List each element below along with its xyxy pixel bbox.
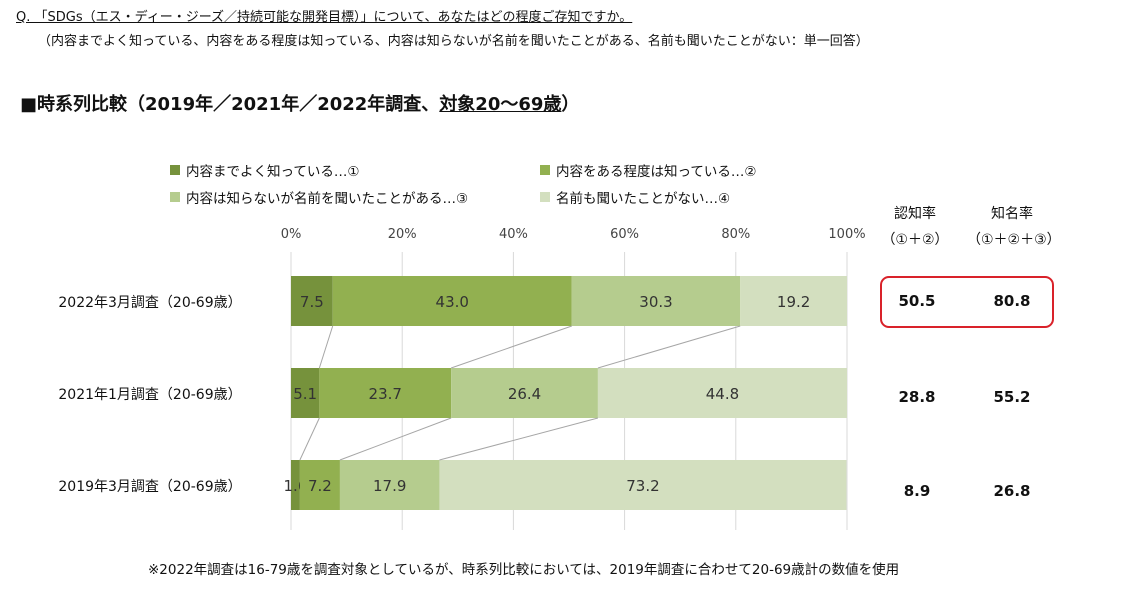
- connector-row1-seg3: [597, 325, 741, 369]
- x-tick-label-2: 40%: [499, 227, 528, 242]
- connector-row2-seg1: [299, 417, 320, 461]
- bar-label-row1-series4: 19.2: [777, 293, 810, 311]
- bar-row3-series2: [299, 460, 340, 510]
- bar-row1-series3: [571, 276, 741, 326]
- bar-label-row3-series4: 73.2: [626, 477, 659, 495]
- bar-row1-series4: [740, 276, 847, 326]
- highlight-box-2022: [880, 276, 1054, 328]
- legend-swatch-4: [540, 192, 550, 202]
- row-label-2022: 2022年3月調査（20-69歳）: [58, 295, 242, 311]
- x-tick-label-4: 80%: [721, 227, 750, 242]
- x-tick-label-0: 0%: [281, 227, 302, 242]
- bar-label-row1-series3: 30.3: [639, 293, 672, 311]
- bar-row1-series1: [291, 276, 333, 326]
- legend-label-2: 内容をある程度は知っている…②: [556, 164, 757, 180]
- bar-label-row2-series2: 23.7: [369, 385, 402, 403]
- name-recognition-label: 知名率: [991, 206, 1033, 222]
- legend-swatch-3: [170, 192, 180, 202]
- bar-row3-series1: [291, 460, 300, 510]
- legend-swatch-2: [540, 165, 550, 175]
- section-title-suffix: ）: [561, 94, 580, 115]
- awareness-formula: （①＋②）: [881, 232, 949, 248]
- bar-row2-series3: [451, 368, 598, 418]
- awareness-2022: 50.5: [898, 292, 936, 310]
- bar-label-row1-series1: 7.5: [300, 293, 324, 311]
- awareness-2019: 8.9: [903, 482, 931, 500]
- bar-row2-series4: [597, 368, 847, 418]
- awareness-label: 認知率: [894, 206, 936, 222]
- section-title-prefix: ■時系列比較（2019年／2021年／2022年調査、: [20, 94, 440, 115]
- x-tick-label-3: 60%: [610, 227, 639, 242]
- legend-label-1: 内容までよく知っている…①: [186, 164, 360, 180]
- legend-label-3: 内容は知らないが名前を聞いたことがある…③: [186, 191, 469, 207]
- legend-swatch-1: [170, 165, 180, 175]
- name-recognition-2022: 80.8: [993, 292, 1031, 310]
- row-label-2021: 2021年1月調査（20-69歳）: [58, 387, 242, 403]
- question-text: Q. 「SDGs（エス・ディー・ジーズ／持続可能な開発目標）」について、あなたは…: [16, 10, 633, 25]
- bar-row2-series1: [291, 368, 320, 418]
- name-recognition-formula: （①＋②＋③）: [967, 232, 1061, 248]
- legend-label-4: 名前も聞いたことがない…④: [556, 191, 731, 207]
- bar-row3-series3: [339, 460, 440, 510]
- footnote: ※2022年調査は16-79歳を調査対象としているが、時系列比較においては、20…: [148, 562, 900, 578]
- name-recognition-header: 知名率 （①＋②＋③）: [967, 201, 1061, 253]
- bar-label-row2-series3: 26.4: [508, 385, 541, 403]
- legend-item-2: 内容をある程度は知っている…②: [540, 160, 756, 180]
- connector-row1-seg2: [450, 325, 572, 369]
- bar-row3-series4: [439, 460, 847, 510]
- section-title-target: 対象20～69歳: [439, 94, 562, 115]
- awareness-2021: 28.8: [898, 388, 936, 406]
- x-tick-label-1: 20%: [388, 227, 417, 242]
- bar-label-row2-series1: 5.1: [293, 385, 317, 403]
- bar-row1-series2: [332, 276, 572, 326]
- connector-row1-seg1: [318, 325, 334, 369]
- legend-item-3: 内容は知らないが名前を聞いたことがある…③: [170, 187, 468, 207]
- name-recognition-2019: 26.8: [993, 482, 1031, 500]
- legend-item-1: 内容までよく知っている…①: [170, 160, 359, 180]
- bar-label-row3-series2: 7.2: [308, 477, 332, 495]
- bar-row2-series2: [319, 368, 452, 418]
- section-title: ■時系列比較（2019年／2021年／2022年調査、対象20～69歳）: [20, 90, 579, 116]
- connector-row2-seg2: [339, 417, 452, 461]
- legend-item-4: 名前も聞いたことがない…④: [540, 187, 730, 207]
- question-options: （内容までよく知っている、内容をある程度は知っている、内容は知らないが名前を聞い…: [38, 34, 869, 49]
- name-recognition-2021: 55.2: [993, 388, 1031, 406]
- x-tick-label-5: 100%: [828, 227, 865, 242]
- connector-row2-seg3: [439, 417, 599, 461]
- row-label-2019: 2019年3月調査（20-69歳）: [58, 479, 242, 495]
- bar-label-row2-series4: 44.8: [706, 385, 739, 403]
- bar-label-row3-series3: 17.9: [373, 477, 406, 495]
- awareness-header: 認知率 （①＋②）: [870, 201, 960, 253]
- bar-label-row1-series2: 43.0: [436, 293, 469, 311]
